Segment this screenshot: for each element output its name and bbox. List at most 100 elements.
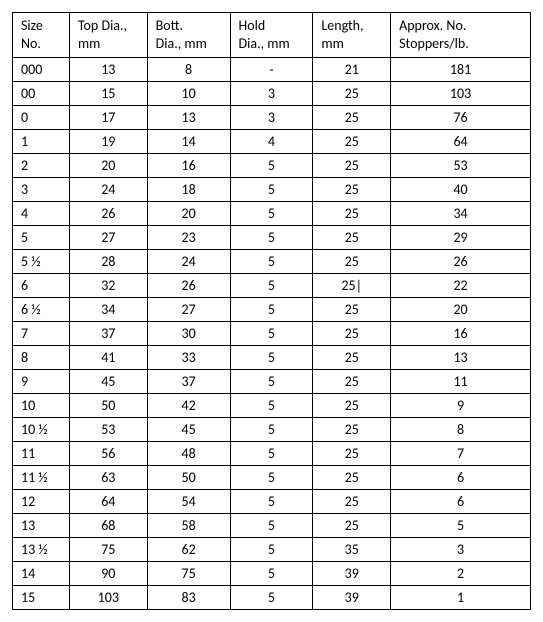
cell-hold: 3 — [230, 106, 313, 130]
table-row: 3241852540 — [13, 178, 531, 202]
header-text-line1: Hold — [239, 17, 266, 34]
table-row: 2201652553 — [13, 154, 531, 178]
cell-approx: 53 — [391, 154, 531, 178]
cell-bott: 48 — [147, 442, 230, 466]
cell-top: 41 — [69, 346, 147, 370]
cell-length: 21 — [313, 58, 391, 82]
cell-approx: 34 — [391, 202, 531, 226]
cell-size: 13 ½ — [13, 538, 70, 562]
table-row: 15103835391 — [13, 586, 531, 610]
col-header-hold: Hold Dia., mm — [230, 13, 313, 58]
cell-size: 14 — [13, 562, 70, 586]
cell-top: 20 — [69, 154, 147, 178]
cell-hold: 5 — [230, 442, 313, 466]
col-header-approx: Approx. No. Stoppers/lb. — [391, 13, 531, 58]
header-text-line1: Approx. No. — [399, 17, 466, 34]
cell-bott: 18 — [147, 178, 230, 202]
cell-bott: 10 — [147, 82, 230, 106]
cell-approx: 1 — [391, 586, 531, 610]
header-text-line2: Stoppers/lb. — [399, 35, 469, 52]
cell-hold: 5 — [230, 586, 313, 610]
col-header-length: Length, mm — [313, 13, 391, 58]
cell-size: 13 — [13, 514, 70, 538]
cell-approx: 40 — [391, 178, 531, 202]
cell-hold: 5 — [230, 346, 313, 370]
cell-bott: 20 — [147, 202, 230, 226]
table-row: 1490755392 — [13, 562, 531, 586]
cell-approx: 9 — [391, 394, 531, 418]
cell-size: 11 — [13, 442, 70, 466]
table-row: 7373052516 — [13, 322, 531, 346]
cell-approx: 5 — [391, 514, 531, 538]
cell-hold: 4 — [230, 130, 313, 154]
table-body: 000138-211810015103251030171332576119144… — [13, 58, 531, 610]
cell-top: 37 — [69, 322, 147, 346]
cell-hold: 5 — [230, 514, 313, 538]
table-row: 9453752511 — [13, 370, 531, 394]
cell-size: 15 — [13, 586, 70, 610]
cell-top: 13 — [69, 58, 147, 82]
cell-bott: 27 — [147, 298, 230, 322]
cell-hold: 5 — [230, 418, 313, 442]
cell-length: 25 — [313, 514, 391, 538]
cell-top: 68 — [69, 514, 147, 538]
table-row: 0171332576 — [13, 106, 531, 130]
cell-hold: 5 — [230, 538, 313, 562]
header-text-line2: Dia., mm — [156, 35, 207, 52]
cell-approx: 16 — [391, 322, 531, 346]
cell-hold: - — [230, 58, 313, 82]
header-text-line2: mm — [78, 35, 100, 52]
cell-top: 32 — [69, 274, 147, 298]
cell-approx: 2 — [391, 562, 531, 586]
cell-top: 103 — [69, 586, 147, 610]
table-row: 1050425259 — [13, 394, 531, 418]
table-row: 1156485257 — [13, 442, 531, 466]
header-text-line1: Bott. — [156, 17, 183, 34]
cell-length: 25 — [313, 322, 391, 346]
stopper-size-table: Size No. Top Dia., mm Bott. Dia., mm Hol… — [12, 12, 531, 610]
cell-bott: 33 — [147, 346, 230, 370]
cell-size: 10 ½ — [13, 418, 70, 442]
cell-approx: 7 — [391, 442, 531, 466]
cell-size: 11 ½ — [13, 466, 70, 490]
cell-approx: 76 — [391, 106, 531, 130]
header-text-line2: mm — [321, 35, 343, 52]
cell-bott: 54 — [147, 490, 230, 514]
cell-bott: 26 — [147, 274, 230, 298]
cell-top: 64 — [69, 490, 147, 514]
cell-size: 4 — [13, 202, 70, 226]
cell-bott: 62 — [147, 538, 230, 562]
cell-length: 25 — [313, 250, 391, 274]
cell-bott: 13 — [147, 106, 230, 130]
cell-length: 25 — [313, 298, 391, 322]
cell-length: 25 — [313, 130, 391, 154]
header-text-line2: No. — [21, 35, 41, 52]
cell-top: 90 — [69, 562, 147, 586]
cell-hold: 3 — [230, 82, 313, 106]
cell-approx: 6 — [391, 490, 531, 514]
cell-hold: 5 — [230, 562, 313, 586]
cell-top: 63 — [69, 466, 147, 490]
cell-size: 0 — [13, 106, 70, 130]
cell-bott: 24 — [147, 250, 230, 274]
cell-hold: 5 — [230, 154, 313, 178]
cell-size: 9 — [13, 370, 70, 394]
cell-size: 6 — [13, 274, 70, 298]
cell-bott: 42 — [147, 394, 230, 418]
cell-size: 8 — [13, 346, 70, 370]
cell-top: 17 — [69, 106, 147, 130]
cell-approx: 11 — [391, 370, 531, 394]
cell-top: 19 — [69, 130, 147, 154]
cell-hold: 5 — [230, 274, 313, 298]
table-row: 8413352513 — [13, 346, 531, 370]
table-row: 000138-21181 — [13, 58, 531, 82]
col-header-size: Size No. — [13, 13, 70, 58]
cell-hold: 5 — [230, 202, 313, 226]
cell-bott: 30 — [147, 322, 230, 346]
table-row: 1368585255 — [13, 514, 531, 538]
cell-length: 25 — [313, 346, 391, 370]
table-row: 6 ½342752520 — [13, 298, 531, 322]
table-row: 001510325103 — [13, 82, 531, 106]
cell-size: 5 — [13, 226, 70, 250]
table-row: 1264545256 — [13, 490, 531, 514]
